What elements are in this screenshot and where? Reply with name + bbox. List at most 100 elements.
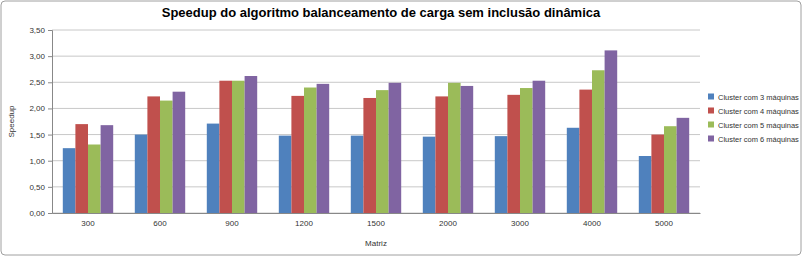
grid-line (52, 56, 700, 57)
bar (88, 145, 101, 213)
legend-label: Cluster com 4 máquinas (718, 107, 799, 116)
x-tick: 1200 (295, 213, 313, 228)
bar (592, 70, 605, 213)
y-tick-label: 2,00 (29, 104, 45, 113)
y-tick-mark (48, 56, 52, 57)
x-axis-line (53, 213, 701, 214)
y-tick-mark (48, 30, 52, 31)
x-tick-label: 300 (81, 219, 95, 228)
x-tick: 900 (225, 213, 239, 228)
x-axis: 300 600 900 1200 1500 2000 3000 4000 5000 (53, 213, 701, 228)
title: Speedup do algoritmo balanceamento de ca… (162, 5, 601, 20)
x-axis-title: Matriz (365, 239, 387, 248)
series (88, 70, 677, 213)
x-tick-label: 4000 (583, 219, 601, 228)
chart: Speedup do algoritmo balanceamento de ca… (0, 0, 802, 256)
bar (304, 88, 317, 213)
legend-swatch (708, 108, 714, 114)
grid-line (52, 30, 700, 31)
y-tick: 2,50 (29, 78, 52, 87)
y-tick: 3,00 (29, 52, 52, 61)
y-tick-mark (48, 82, 52, 83)
y-tick-mark (48, 161, 52, 162)
y-tick-label: 1,00 (29, 157, 45, 166)
y-tick-mark (48, 135, 52, 136)
legend-label: Cluster com 6 máquinas (718, 135, 799, 144)
series (75, 81, 664, 213)
grid (52, 30, 700, 213)
bar (101, 125, 114, 213)
bar (135, 135, 148, 213)
legend-label: Cluster com 5 máquinas (718, 121, 799, 130)
x-tick-label: 1200 (295, 219, 313, 228)
x-tick-label: 1500 (367, 219, 385, 228)
legend-swatch (708, 94, 714, 100)
y-axis-line (48, 31, 53, 214)
x-tick-label: 600 (153, 219, 167, 228)
bar (423, 137, 436, 213)
bar (351, 136, 364, 213)
x-tick: 1500 (367, 213, 385, 228)
y-tick: 3,50 (29, 26, 52, 35)
x-tick: 4000 (583, 213, 601, 228)
y-tick: 2,00 (29, 104, 52, 113)
bar (207, 124, 220, 213)
bar (291, 96, 304, 213)
bar (495, 136, 508, 213)
x-tick: 3000 (511, 213, 529, 228)
bar (533, 81, 546, 213)
series (101, 50, 690, 213)
y-axis-title: Speedup (7, 105, 16, 138)
bars (63, 50, 689, 213)
bar (651, 135, 664, 213)
x-tick-label: 5000 (655, 219, 673, 228)
x-tick-label: 2000 (439, 219, 457, 228)
bar (363, 98, 376, 213)
bar (435, 96, 448, 213)
y-tick-label: 3,50 (29, 26, 45, 35)
y-tick-label: 2,50 (29, 78, 45, 87)
y-tick: 0,00 (29, 209, 52, 218)
y-tick-label: 0,00 (29, 209, 45, 218)
chart-border (1, 1, 801, 255)
y-tick: 1,50 (29, 131, 52, 140)
bar (567, 128, 580, 213)
y-tick: 0,50 (29, 183, 52, 192)
bar (579, 90, 592, 213)
bar (219, 81, 232, 213)
bar (639, 156, 652, 213)
x-tick: 600 (153, 213, 167, 228)
bar (605, 50, 618, 213)
x-tick: 300 (81, 213, 95, 228)
bar (160, 101, 173, 213)
bar (279, 136, 292, 213)
bar (461, 86, 474, 213)
x-tick-label: 3000 (511, 219, 529, 228)
bar (63, 148, 76, 213)
y-tick-label: 3,00 (29, 52, 45, 61)
bar (677, 118, 690, 213)
legend-swatch (708, 136, 714, 142)
legend-swatch (708, 122, 714, 128)
bar (245, 76, 258, 213)
bar (507, 95, 520, 213)
y-tick-mark (48, 108, 52, 109)
bar (317, 84, 330, 213)
bar (173, 92, 186, 213)
y-tick-label: 0,50 (29, 183, 45, 192)
y-axis: 0,00 0,50 1,00 1,50 2,00 2,50 3,00 3,50 (29, 26, 52, 218)
y-tick-mark (48, 187, 52, 188)
plot: 0,00 0,50 1,00 1,50 2,00 2,50 3,00 3,50 300 600 90… (29, 26, 700, 228)
x-tick-label: 900 (225, 219, 239, 228)
bar (389, 83, 402, 213)
bar (520, 88, 533, 213)
x-tick: 5000 (655, 213, 673, 228)
legend-label: Cluster com 3 máquinas (718, 93, 799, 102)
bar (232, 81, 245, 213)
bar (147, 96, 160, 213)
y-tick-label: 1,50 (29, 131, 45, 140)
x-tick: 2000 (439, 213, 457, 228)
y-tick-mark (48, 213, 52, 214)
bar (75, 124, 88, 213)
bar (448, 83, 461, 213)
